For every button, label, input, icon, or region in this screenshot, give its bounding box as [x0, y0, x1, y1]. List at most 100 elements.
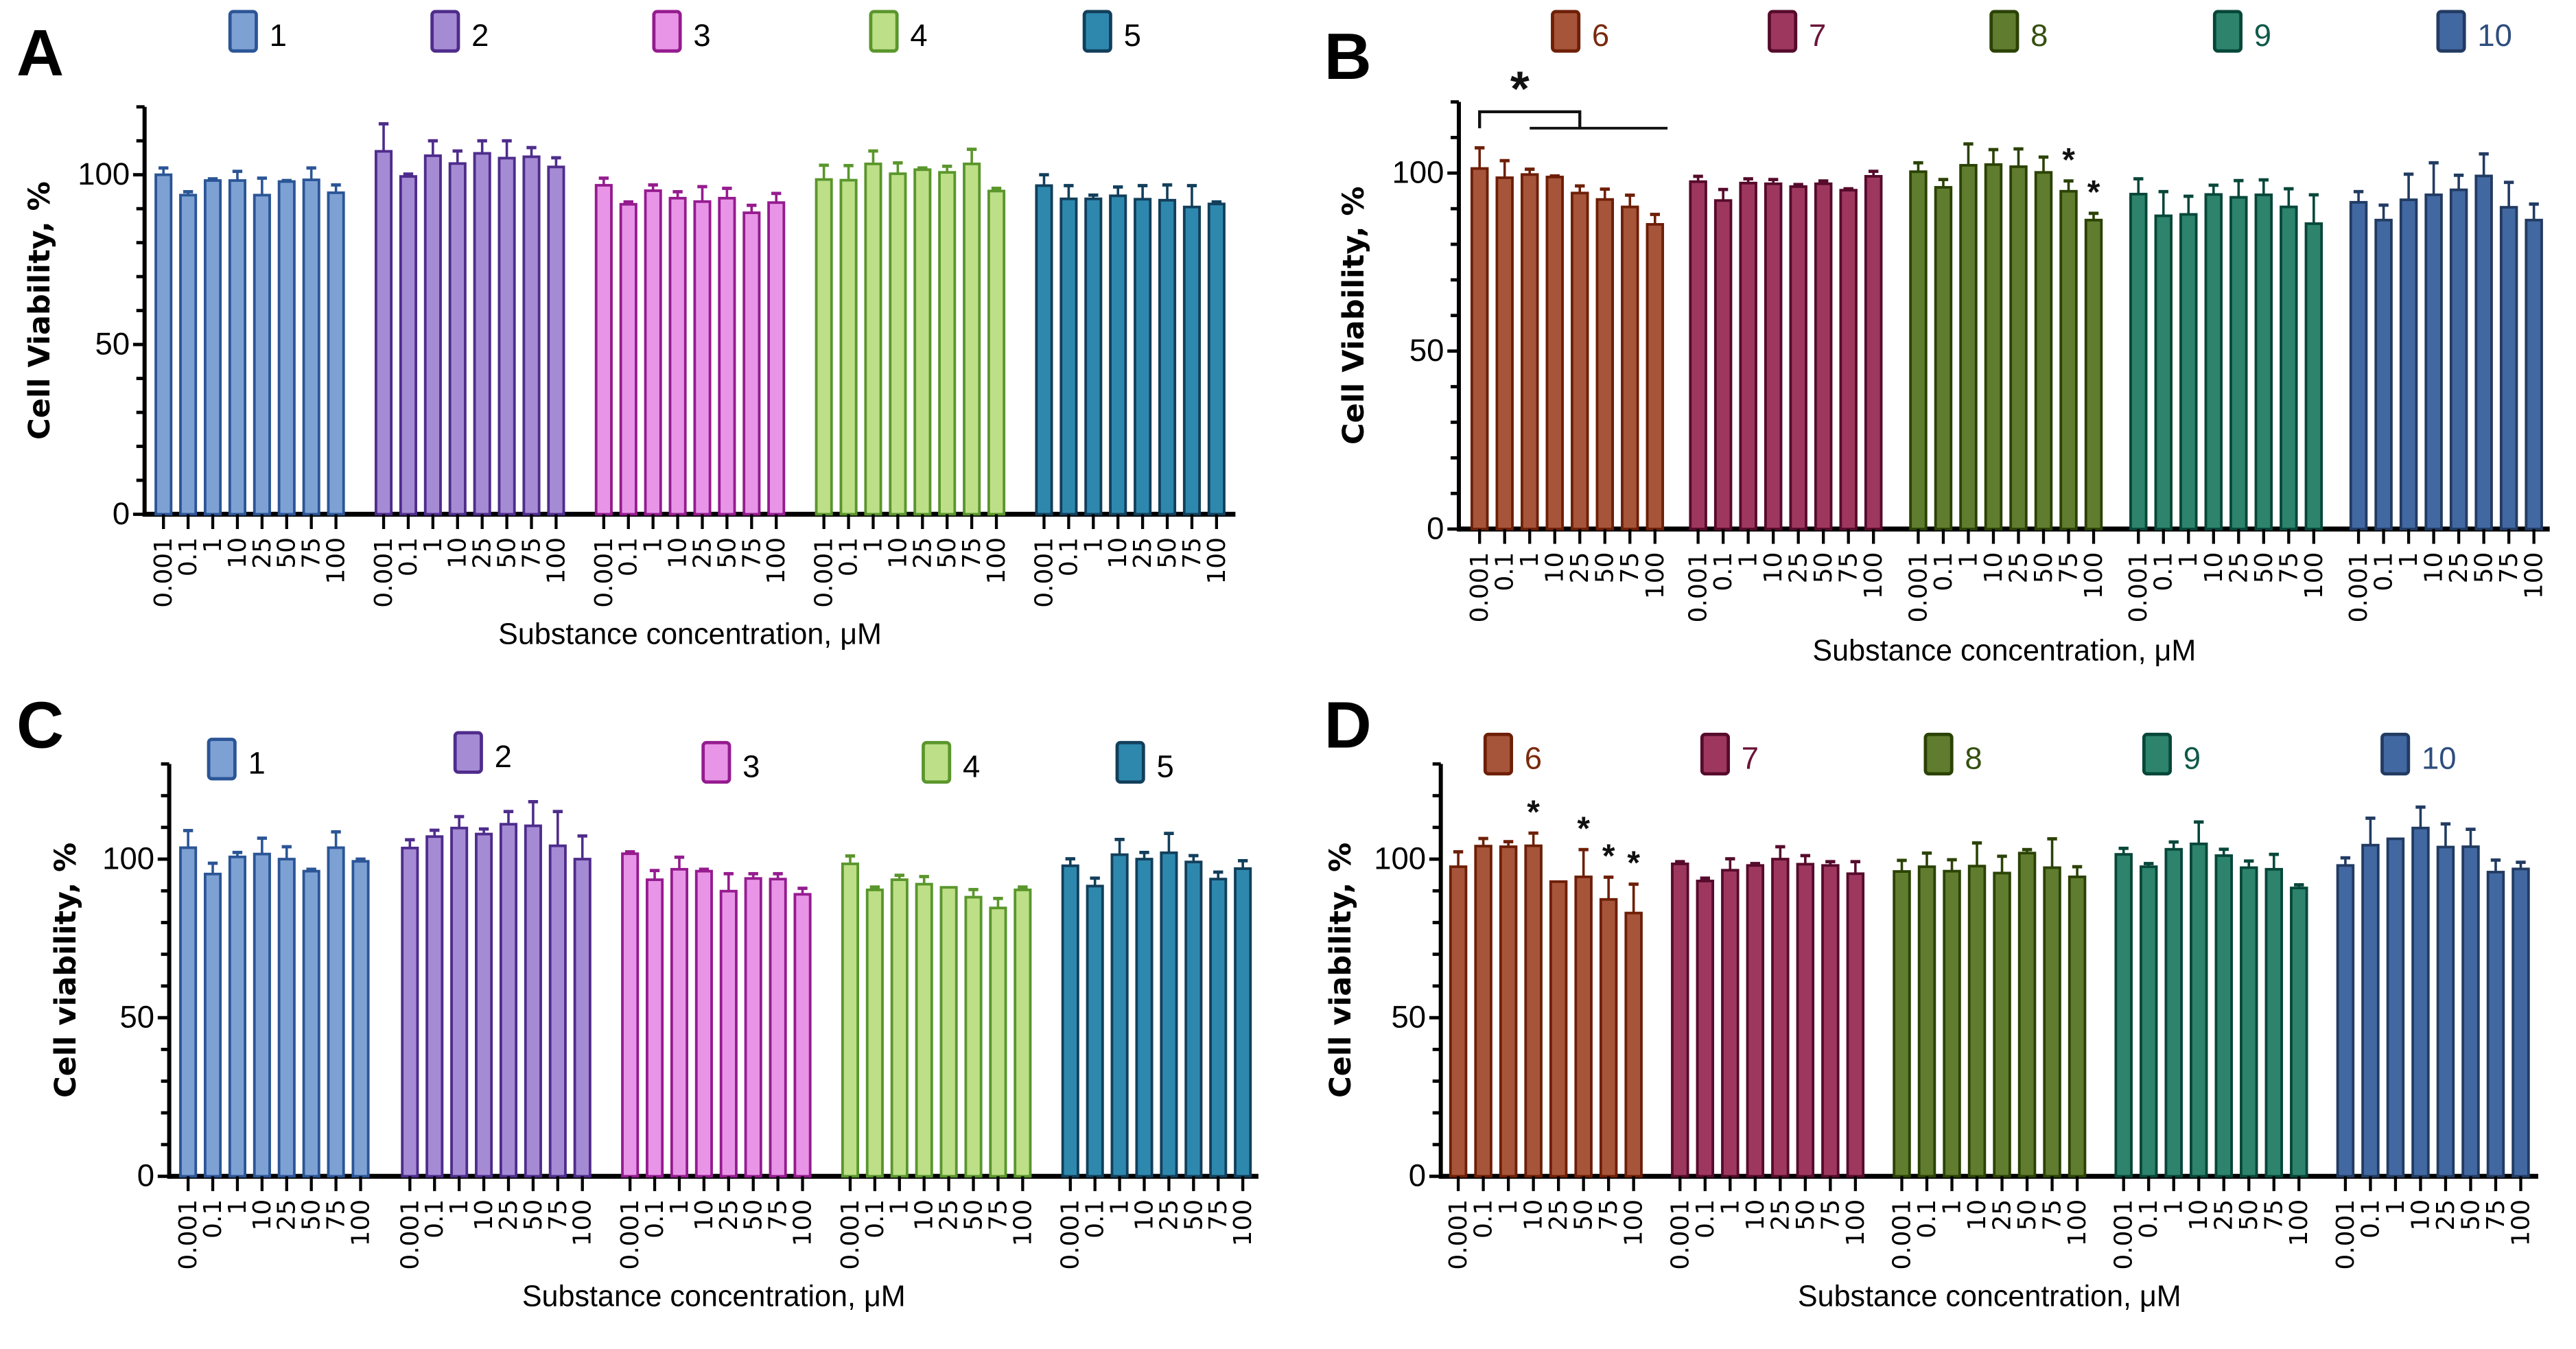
legend-item: 3 [652, 10, 711, 53]
legend-item: 5 [1082, 10, 1141, 53]
x-tick-label: 25 [2004, 552, 2033, 584]
legend-swatch [1700, 732, 1731, 776]
x-tick-label: 10 [690, 1199, 718, 1231]
y-tick-label: 50 [1392, 1000, 1427, 1035]
x-tick-label: 25 [1785, 552, 1813, 584]
x-tick-label: 10 [444, 537, 472, 569]
bar [1814, 182, 1833, 530]
legend-swatch [869, 10, 899, 53]
x-tick-label: 25 [1155, 1199, 1183, 1231]
bar [644, 189, 662, 516]
x-tick-label: 50 [2013, 1199, 2041, 1231]
x-tick-label: 100 [983, 537, 1011, 585]
x-tick-label: 0.1 [1930, 552, 1958, 591]
bar [619, 202, 637, 516]
x-tick-label: 0.001 [1666, 1199, 1694, 1270]
y-axis-title: Cell Viability, % [1337, 186, 1371, 445]
x-tick-label: 100 [569, 1199, 597, 1247]
x-tick-label: 0.001 [1888, 1199, 1916, 1270]
bar [1084, 197, 1103, 516]
x-tick-label: 100 [2063, 1199, 2092, 1247]
x-tick-label: 0.001 [2110, 1199, 2138, 1270]
x-tick-label: 100 [2300, 552, 2328, 600]
legend-label: 4 [963, 749, 980, 784]
x-tick-label: 50 [2235, 1199, 2263, 1231]
legend-swatch [922, 740, 952, 784]
y-axis-title: Cell viability, % [49, 843, 83, 1098]
x-tick-label: 0.001 [1904, 552, 1932, 623]
x-tick-label: 75 [2495, 552, 2523, 584]
x-tick-label: 25 [248, 537, 277, 569]
y-tick-label: 50 [119, 1000, 154, 1035]
bar [277, 858, 296, 1178]
x-tick-label: 50 [273, 537, 301, 569]
x-tick-label: 1 [886, 1199, 914, 1215]
bar [815, 178, 833, 516]
x-tick-label: 1 [419, 537, 447, 553]
x-tick-label: 75 [1595, 1199, 1623, 1231]
x-tick-label: 10 [1742, 1199, 1770, 1231]
x-tick-label: 1 [1716, 1199, 1744, 1215]
bar [302, 869, 320, 1178]
x-tick-label: 25 [1129, 537, 1157, 569]
x-tick-label: 10 [911, 1199, 939, 1231]
significance-star: * [1602, 838, 1615, 875]
x-tick-label: 75 [1204, 1199, 1232, 1231]
bar [2511, 867, 2530, 1178]
significance-star: * [2062, 142, 2075, 178]
x-tick-label: 10 [1980, 552, 2008, 584]
bar [1934, 186, 1953, 530]
x-tick-label: 10 [248, 1199, 277, 1231]
x-tick-label: 50 [1180, 1199, 1208, 1231]
legend-label: 2 [495, 739, 512, 774]
x-tick-label: 10 [1520, 1199, 1548, 1231]
bar [2229, 196, 2248, 530]
bar [2254, 193, 2273, 530]
bar [1158, 198, 1177, 516]
bar [1109, 194, 1127, 516]
bar [1449, 865, 1468, 1178]
bar [302, 178, 320, 516]
bar [989, 906, 1007, 1178]
x-tick-label: 1 [1495, 1199, 1523, 1215]
bar [2264, 867, 2284, 1178]
legend-item: 2 [453, 731, 512, 774]
bar [2304, 222, 2323, 530]
x-tick-label: 1 [224, 1199, 252, 1215]
bar [401, 846, 419, 1178]
x-tick-label: 10 [664, 537, 692, 569]
bar [963, 162, 981, 516]
legend: 6 7 8 9 10 [1483, 732, 2457, 776]
x-tick-label: 0.1 [835, 537, 863, 576]
x-tick-label: 10 [1963, 1199, 1991, 1231]
x-tick-label: 1 [199, 537, 227, 553]
bar [548, 844, 567, 1178]
bar [865, 888, 884, 1178]
bar [547, 165, 565, 516]
x-tick-label: 0.1 [861, 1199, 889, 1239]
x-tick-label: 0.001 [396, 1199, 424, 1270]
x-tick-label: 100 [1620, 1199, 1648, 1247]
legend: 6 7 8 9 10 [1551, 10, 2512, 53]
x-tick-label: 100 [2507, 1199, 2535, 1247]
legend-label: 6 [1525, 741, 1542, 776]
legend-label: 4 [910, 18, 927, 53]
bar [2114, 853, 2133, 1178]
bar [2084, 218, 2103, 530]
bar [1014, 888, 1032, 1178]
bar [1796, 863, 1815, 1178]
x-tick-label: 50 [2470, 552, 2498, 584]
bar [2486, 871, 2505, 1178]
legend-label: 9 [2254, 18, 2271, 53]
legend-swatch [2142, 732, 2173, 776]
x-tick-label: 100 [1009, 1199, 1037, 1247]
bar [2059, 189, 2078, 530]
